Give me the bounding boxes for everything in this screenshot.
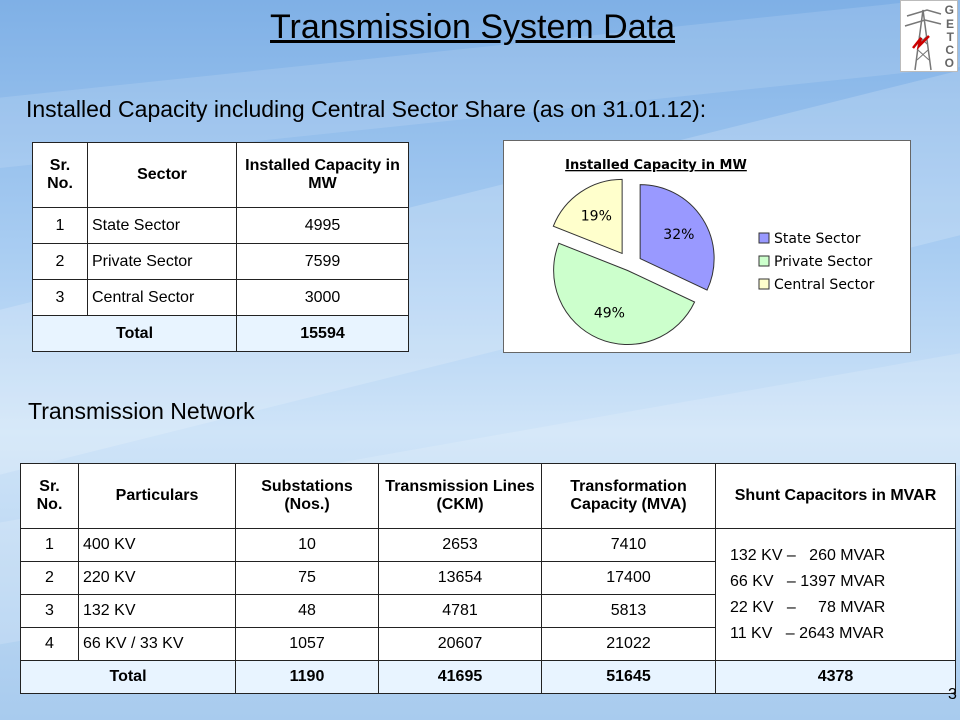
col-header-lines: Transmission Lines (CKM) bbox=[378, 463, 542, 529]
table-row: 1 400 KV 10 2653 7410 132 KV – 260 MVAR … bbox=[20, 528, 956, 661]
col-header-sr-no: Sr. No. bbox=[32, 142, 88, 208]
logo-letter: C bbox=[945, 43, 954, 57]
col-header-shunt: Shunt Capacitors in MVAR bbox=[715, 463, 956, 529]
shunt-line: 11 KV – 2643 MVAR bbox=[730, 624, 885, 642]
cell-particular: 66 KV / 33 KV bbox=[78, 627, 236, 661]
cell-sr: 1 bbox=[20, 528, 79, 562]
cell-capacity: 7599 bbox=[236, 243, 409, 280]
total-lines: 41695 bbox=[378, 660, 542, 694]
cell-lines: 2653 bbox=[378, 528, 542, 562]
cell-substations: 10 bbox=[235, 528, 379, 562]
getco-logo: G E T C O bbox=[900, 0, 958, 72]
total-value: 15594 bbox=[236, 315, 409, 352]
installed-capacity-table: Sr. No. Sector Installed Capacity in MW … bbox=[32, 142, 409, 352]
cell-lines: 4781 bbox=[378, 594, 542, 628]
total-label: Total bbox=[20, 660, 236, 694]
logo-letter: O bbox=[944, 56, 954, 70]
total-row: Total 1190 41695 51645 4378 bbox=[20, 660, 956, 694]
shunt-line: 132 KV – 260 MVAR bbox=[730, 546, 886, 564]
total-substations: 1190 bbox=[235, 660, 379, 694]
pie-slice-private-sector bbox=[553, 242, 696, 345]
cell-lines: 13654 bbox=[378, 561, 542, 595]
total-row: Total 15594 bbox=[32, 315, 409, 352]
cell-capacity: 7410 bbox=[541, 528, 716, 562]
page-number: 3 bbox=[948, 686, 957, 703]
logo-letter: T bbox=[946, 30, 954, 44]
pie-slice-central-sector bbox=[552, 178, 623, 255]
pie-chart: Installed Capacity in MW 32% 49% 19% State … bbox=[552, 158, 875, 345]
pie-slice-state-sector bbox=[639, 184, 715, 291]
cell-sr: 2 bbox=[32, 243, 88, 280]
cell-particular: 220 KV bbox=[78, 561, 236, 595]
pie-data-label: 49% bbox=[594, 306, 625, 322]
table-header-row: Sr. No. Sector Installed Capacity in MW bbox=[32, 142, 409, 208]
table-row: 4 66 KV / 33 KV 1057 20607 21022 bbox=[20, 627, 956, 661]
legend-swatch bbox=[758, 232, 770, 244]
chart-title: Installed Capacity in MW bbox=[565, 158, 747, 173]
table-row: 2 Private Sector 7599 bbox=[32, 243, 409, 280]
legend-swatch bbox=[758, 255, 770, 267]
logo-letter: G bbox=[944, 3, 954, 17]
cell-sr: 3 bbox=[32, 279, 88, 316]
cell-sector: Private Sector bbox=[87, 243, 237, 280]
cell-particular: 132 KV bbox=[78, 594, 236, 628]
cell-particular: 400 KV bbox=[78, 528, 236, 562]
shunt-line: 66 KV – 1397 MVAR bbox=[730, 572, 886, 590]
total-shunt: 4378 bbox=[715, 660, 956, 694]
legend-entry: Central Sector bbox=[774, 277, 875, 293]
table-header-row: Sr. No. Particulars Substations (Nos.) T… bbox=[20, 463, 956, 529]
installed-capacity-heading: Installed Capacity including Central Sec… bbox=[26, 96, 707, 122]
logo-letter: E bbox=[945, 17, 954, 31]
table-row: 3 Central Sector 3000 bbox=[32, 279, 409, 316]
pie-data-label: 19% bbox=[581, 208, 612, 224]
tower-logo-icon bbox=[904, 9, 942, 71]
cell-sr: 4 bbox=[20, 627, 79, 661]
transmission-network-table: Sr. No. Particulars Substations (Nos.) T… bbox=[20, 463, 956, 694]
legend-swatch bbox=[758, 278, 770, 290]
cell-substations: 75 bbox=[235, 561, 379, 595]
cell-sector: State Sector bbox=[87, 207, 237, 244]
page-title: Transmission System Data bbox=[270, 8, 675, 46]
cell-sr: 2 bbox=[20, 561, 79, 595]
cell-lines: 20607 bbox=[378, 627, 542, 661]
col-header-transformation: Transformation Capacity (MVA) bbox=[541, 463, 716, 529]
table-row: 1 State Sector 4995 bbox=[32, 207, 409, 244]
total-label: Total bbox=[32, 315, 237, 352]
col-header-substations: Substations (Nos.) bbox=[235, 463, 379, 529]
pie-chart-panel: Installed Capacity in MW 32% 49% 19% State … bbox=[503, 140, 911, 353]
col-header-particulars: Particulars bbox=[78, 463, 236, 529]
cell-capacity: 21022 bbox=[541, 627, 716, 661]
shunt-line: 22 KV – 78 MVAR bbox=[730, 598, 886, 616]
transmission-network-heading: Transmission Network bbox=[28, 398, 255, 424]
cell-capacity: 5813 bbox=[541, 594, 716, 628]
legend-entry: State Sector bbox=[774, 231, 861, 247]
cell-substations: 48 bbox=[235, 594, 379, 628]
col-header-sector: Sector bbox=[87, 142, 237, 208]
cell-sr: 3 bbox=[20, 594, 79, 628]
cell-sr: 1 bbox=[32, 207, 88, 244]
cell-capacity: 17400 bbox=[541, 561, 716, 595]
col-header-capacity: Installed Capacity in MW bbox=[236, 142, 409, 208]
table-row: 3 132 KV 48 4781 5813 bbox=[20, 594, 956, 628]
shunt-capacitors-cell: 132 KV – 260 MVAR 66 KV – 1397 MVAR 22 K… bbox=[715, 528, 956, 661]
pie-data-label: 32% bbox=[663, 227, 694, 243]
cell-capacity: 3000 bbox=[236, 279, 409, 316]
total-capacity: 51645 bbox=[541, 660, 716, 694]
col-header-sr-no: Sr. No. bbox=[20, 463, 79, 529]
cell-capacity: 4995 bbox=[236, 207, 409, 244]
cell-sector: Central Sector bbox=[87, 279, 237, 316]
cell-substations: 1057 bbox=[235, 627, 379, 661]
legend-entry: Private Sector bbox=[774, 254, 873, 270]
